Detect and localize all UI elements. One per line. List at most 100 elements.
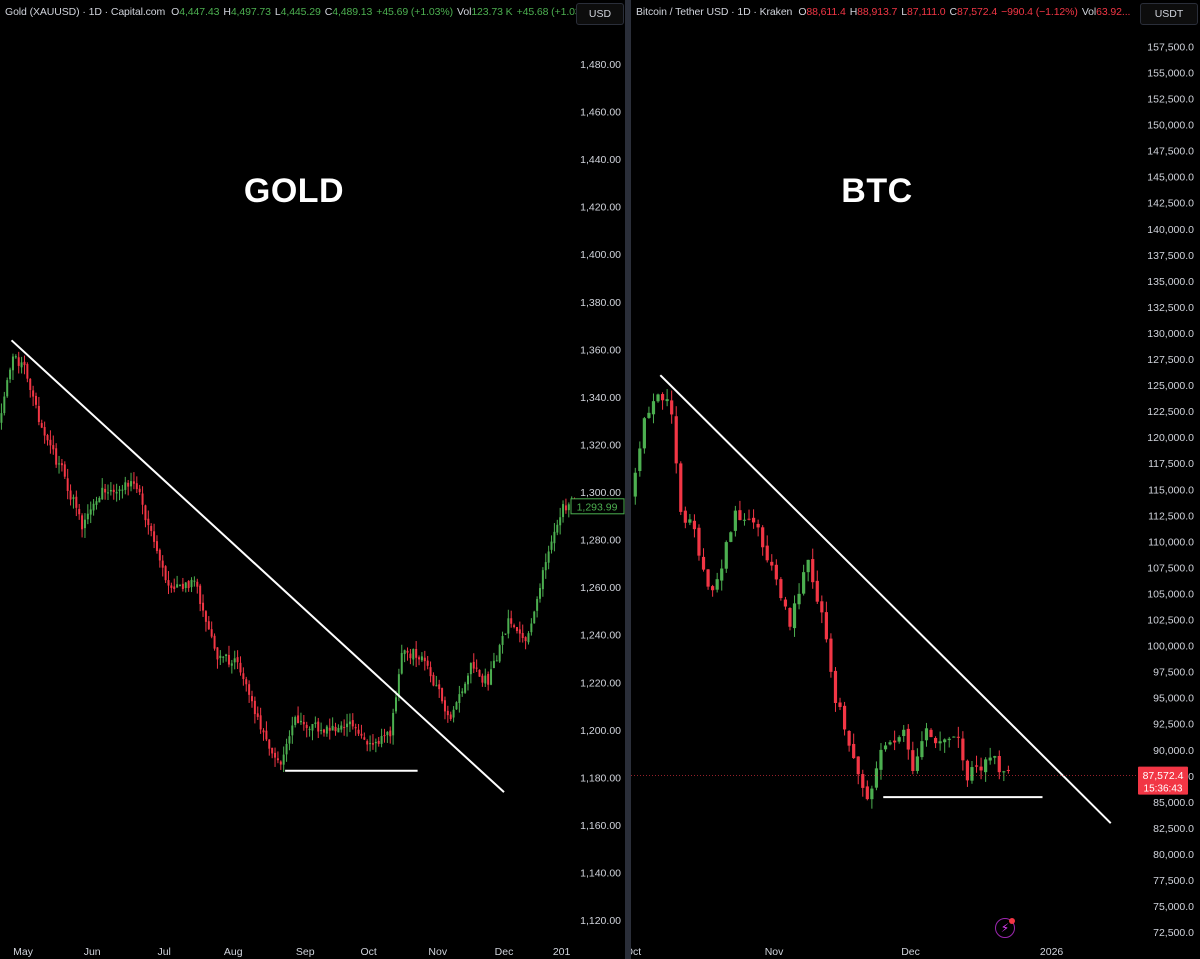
candle-body xyxy=(92,503,95,511)
candle-body xyxy=(6,380,9,397)
candle-body xyxy=(683,510,687,523)
btc-chart[interactable]: 157,500.0 155,000.0 152,500.0 150,000.0 147,… xyxy=(631,0,1200,959)
price-axis-label: 82,500.0 xyxy=(1153,823,1194,835)
price-axis-label: 145,000.0 xyxy=(1147,172,1194,184)
candle-body xyxy=(915,756,919,771)
candle-body xyxy=(291,725,294,736)
candle-body xyxy=(320,729,323,731)
candle-body xyxy=(397,674,400,698)
candle-body xyxy=(559,517,562,526)
candle-body xyxy=(325,726,328,734)
candle-body xyxy=(253,700,256,715)
btc-change-value: −990.4 (−1.12%) xyxy=(1001,6,1078,18)
candle-body xyxy=(78,509,81,515)
candle-body xyxy=(403,650,406,655)
gold-chart[interactable]: 1,480.00 1,460.00 1,440.00 1,420.00 1,400.00… xyxy=(0,0,625,959)
price-axis-label: 105,000.0 xyxy=(1147,588,1194,600)
candle-body xyxy=(155,541,158,551)
candle-body xyxy=(706,569,710,587)
candle-body xyxy=(1006,769,1010,771)
lightning-icon[interactable]: ⚡ xyxy=(995,918,1015,938)
candle-body xyxy=(970,767,974,781)
candle-body xyxy=(567,504,570,511)
candle-body xyxy=(536,599,539,611)
candle-body xyxy=(348,721,351,725)
candle-body xyxy=(979,766,983,771)
gold-currency-button[interactable]: USD xyxy=(576,3,624,25)
candle-body xyxy=(265,730,268,740)
candle-body xyxy=(756,523,760,528)
candle-body xyxy=(230,663,233,666)
candle-body xyxy=(943,739,947,743)
candle-body xyxy=(761,527,765,548)
price-axis-label: 1,320.00 xyxy=(580,439,621,451)
candle-body xyxy=(204,611,207,622)
candle-body xyxy=(865,786,869,800)
candle-body xyxy=(268,739,271,749)
candle-body xyxy=(729,532,733,542)
candle-body xyxy=(190,579,193,588)
candle-body xyxy=(774,564,778,580)
close-label: C xyxy=(949,6,958,18)
candle-body xyxy=(184,582,187,589)
price-axis-label: 110,000.0 xyxy=(1148,536,1194,548)
candle-body xyxy=(308,728,311,730)
btc-countdown-label: 15:36:43 xyxy=(1144,784,1183,795)
candle-body xyxy=(829,638,833,672)
candle-body xyxy=(770,561,774,566)
candle-body xyxy=(824,612,828,640)
candle-body xyxy=(412,649,415,660)
candle-body xyxy=(883,745,888,750)
candle-body xyxy=(490,669,493,685)
candle-body xyxy=(518,629,521,634)
candle-body xyxy=(60,463,63,466)
candle-body xyxy=(179,585,181,587)
candle-body xyxy=(282,754,285,765)
candle-body xyxy=(248,684,251,695)
candle-body xyxy=(455,702,458,710)
price-axis-label: 1,120.00 xyxy=(580,915,621,927)
gold-chart-panel[interactable]: 1,480.00 1,460.00 1,440.00 1,420.00 1,400.00… xyxy=(0,0,625,959)
candle-body xyxy=(127,482,130,487)
time-axis-label: Aug xyxy=(224,946,243,958)
price-axis-label: 1,180.00 xyxy=(580,772,621,784)
candle-body xyxy=(346,723,349,728)
candle-body xyxy=(98,497,101,503)
candle-body xyxy=(26,364,29,379)
candle-body xyxy=(783,599,788,607)
candle-body xyxy=(109,489,112,492)
candle-body xyxy=(806,559,810,573)
btc-chart-panel[interactable]: 157,500.0 155,000.0 152,500.0 150,000.0 147,… xyxy=(631,0,1200,959)
candle-body xyxy=(651,401,656,415)
candle-body xyxy=(11,356,14,371)
candle-body xyxy=(539,588,541,599)
candle-body xyxy=(530,623,533,633)
candle-body xyxy=(271,747,274,754)
candle-body xyxy=(32,390,35,397)
candle-body xyxy=(458,694,461,703)
btc-symbol-title[interactable]: Bitcoin / Tether USD · 1D · Kraken xyxy=(636,6,793,18)
candle-body xyxy=(811,559,815,583)
candle-body xyxy=(833,670,838,703)
candle-body xyxy=(665,399,669,402)
candle-body xyxy=(285,743,288,755)
candle-body xyxy=(311,724,314,731)
candle-body xyxy=(674,416,678,464)
panel-divider[interactable] xyxy=(625,0,631,959)
time-axis-label: Jul xyxy=(157,946,170,958)
btc-open-value: 88,611.4 xyxy=(806,6,846,18)
gold-symbol-title[interactable]: Gold (XAUUSD) · 1D · Capital.com xyxy=(5,6,166,18)
price-axis-label: 120,000.0 xyxy=(1147,432,1194,444)
candle-body xyxy=(138,488,141,493)
candle-body xyxy=(199,585,202,605)
gold-last-price-box xyxy=(570,498,625,515)
candle-body xyxy=(984,759,988,773)
price-axis-label: 1,480.00 xyxy=(580,59,621,71)
high-label: H xyxy=(223,6,231,18)
gold-high-value: 4,497.73 xyxy=(230,6,271,18)
btc-currency-button[interactable]: USDT xyxy=(1140,3,1198,25)
candle-body xyxy=(879,749,883,770)
candle-body xyxy=(842,705,847,730)
price-axis-label: 1,440.00 xyxy=(580,154,621,166)
candle-body xyxy=(513,625,516,627)
